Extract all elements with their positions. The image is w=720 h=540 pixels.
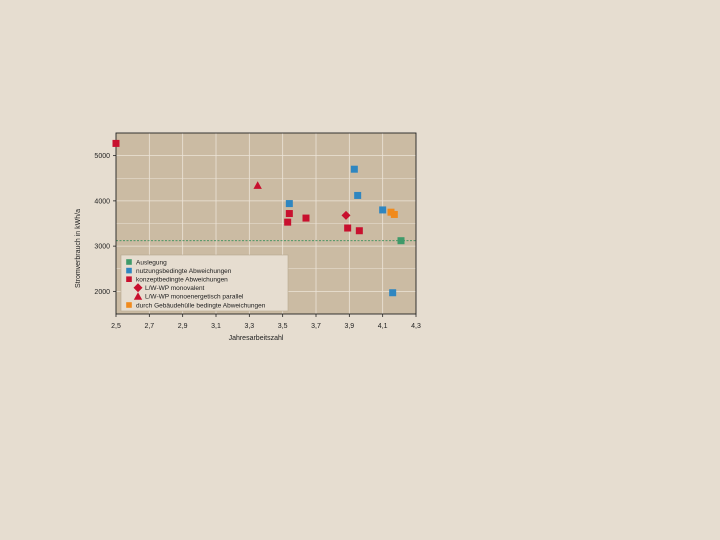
data-point [253, 181, 262, 189]
legend-box [120, 254, 289, 312]
y-tick-label: 2000 [94, 289, 110, 296]
legend-label: durch Gebäudehülle bedingte Abweichungen [136, 302, 266, 309]
x-tick-label: 4,3 [411, 323, 421, 330]
data-point [397, 237, 405, 245]
x-tick-label: 3,7 [311, 323, 321, 330]
data-point [302, 214, 310, 222]
x-tick-label: 4,1 [378, 323, 388, 330]
x-tick-label: 3,5 [278, 323, 288, 330]
data-point [379, 206, 387, 214]
data-point [344, 224, 352, 232]
data-point [284, 218, 292, 226]
legend-label: L/W-WP monovalent [145, 285, 205, 292]
data-point [350, 165, 358, 173]
y-tick-label: 5000 [94, 153, 110, 160]
legend-label: Auslegung [136, 259, 167, 266]
legend-marker [133, 292, 143, 300]
data-point [390, 210, 398, 218]
legend-label: L/W-WP monoenergetisch parallel [145, 294, 244, 301]
x-tick-label: 3,3 [244, 323, 254, 330]
data-point [285, 200, 293, 208]
data-point [355, 227, 363, 235]
legend-marker [133, 283, 143, 293]
y-tick-label: 3000 [94, 244, 110, 251]
legend-marker [126, 302, 132, 308]
x-tick-label: 3,9 [344, 323, 354, 330]
y-axis-title: Stromverbrauch in kWh/a [75, 209, 82, 288]
x-tick-label: 2,7 [144, 323, 154, 330]
data-point [285, 210, 293, 218]
x-tick-label: 3,1 [211, 323, 221, 330]
x-tick-label: 2,9 [178, 323, 188, 330]
x-tick-label: 2,5 [111, 323, 121, 330]
data-point [341, 210, 351, 220]
data-point [112, 139, 120, 147]
x-axis-title: Jahresarbeitszahl [229, 335, 284, 342]
plot-frame [115, 132, 417, 315]
legend-label: nutzungsbedingte Abweichungen [136, 268, 232, 275]
legend-marker [126, 276, 132, 282]
data-point [354, 191, 362, 199]
data-point [389, 289, 397, 297]
legend-marker [126, 267, 132, 274]
legend-label: konzeptbedingte Abweichungen [136, 277, 228, 284]
y-tick-label: 4000 [94, 198, 110, 205]
legend-marker [126, 259, 132, 265]
